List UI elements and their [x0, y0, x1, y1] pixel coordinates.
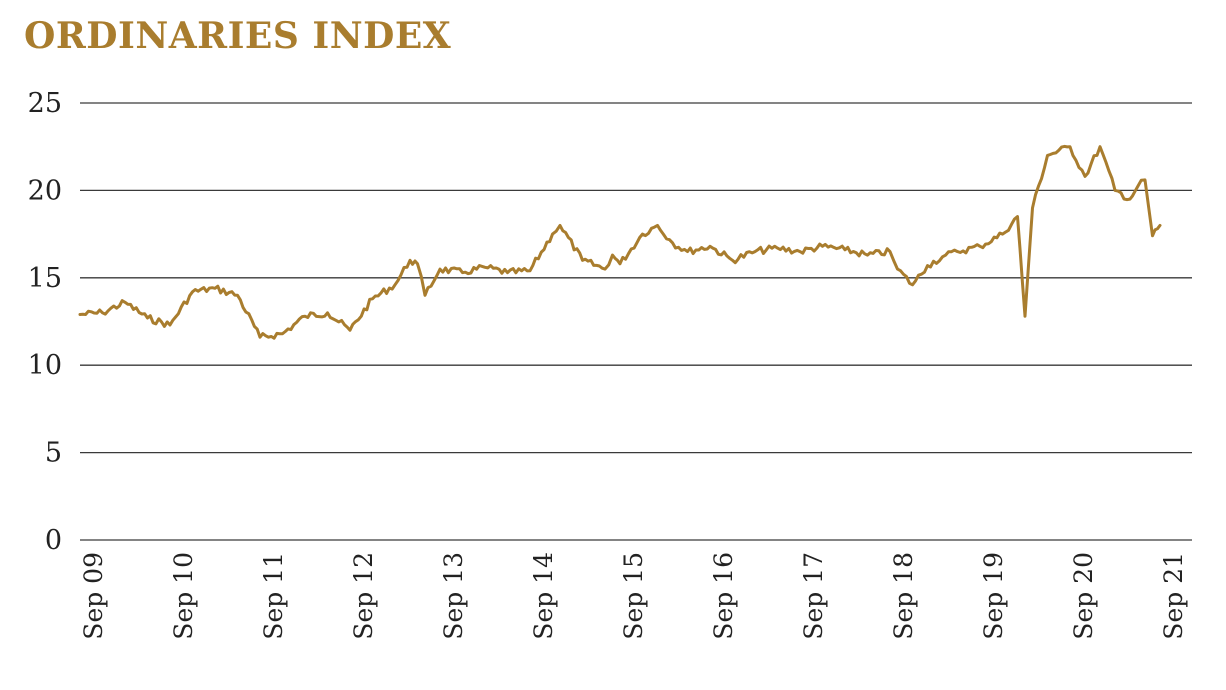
x-tick-label: Sep 20 [1069, 552, 1098, 640]
y-tick-label: 5 [45, 438, 62, 469]
x-tick-label: Sep 13 [439, 552, 468, 640]
x-axis-tick-labels: Sep 09 Sep 10 Sep 11 Sep 12 Sep 13 Sep 14 Sep … [79, 552, 1188, 640]
gridlines [80, 102, 1192, 541]
y-tick-label: 0 [45, 525, 62, 556]
x-tick-label: Sep 11 [259, 552, 288, 640]
x-tick-label: Sep 10 [169, 552, 198, 640]
x-tick-label: Sep 21 [1159, 552, 1188, 640]
x-tick-label: Sep 14 [529, 552, 558, 640]
y-tick-label: 10 [28, 350, 62, 381]
x-tick-label: Sep 15 [619, 552, 648, 640]
y-tick-label: 20 [28, 175, 62, 206]
x-tick-label: Sep 18 [889, 552, 918, 640]
y-tick-label: 25 [28, 88, 62, 119]
y-tick-label: 15 [28, 263, 62, 294]
x-tick-label: Sep 16 [709, 552, 738, 640]
x-tick-label: Sep 19 [979, 552, 1008, 640]
chart-title: ORDINARIES INDEX [24, 15, 452, 57]
x-tick-label: Sep 12 [349, 552, 378, 640]
series-line-0 [78, 144, 1162, 340]
y-axis-tick-labels: 0 5 10 15 20 25 [28, 88, 62, 556]
x-tick-label: Sep 09 [79, 552, 108, 640]
x-tick-label: Sep 17 [799, 552, 828, 640]
series-layer [78, 144, 1162, 340]
